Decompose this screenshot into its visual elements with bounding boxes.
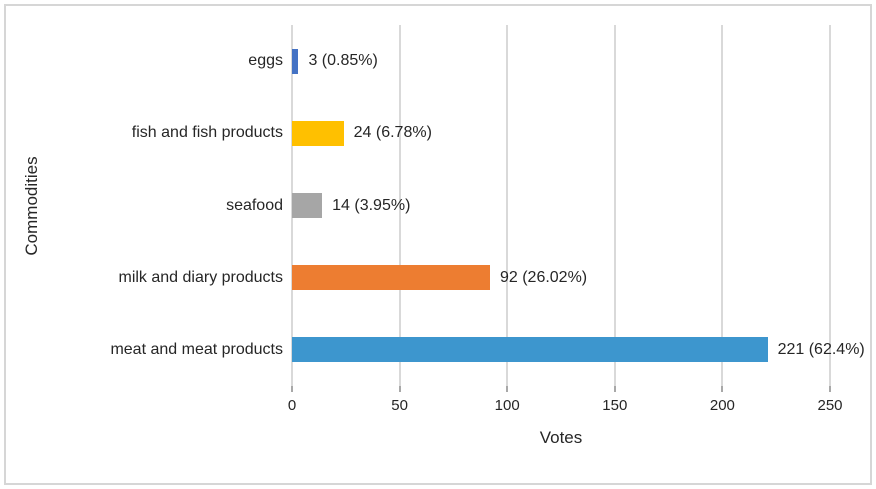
category-label-milk-and-diary-products: milk and diary products <box>118 268 283 286</box>
x-tick-label-50: 50 <box>391 397 408 414</box>
data-label-eggs: 3 (0.85%) <box>308 52 378 70</box>
x-tick-label-100: 100 <box>494 397 520 414</box>
data-label-seafood: 14 (3.95%) <box>332 196 411 214</box>
data-label-fish-and-fish-products: 24 (6.78%) <box>353 124 432 142</box>
x-tick-label-150: 150 <box>602 397 628 414</box>
tick-mark-0 <box>291 386 293 392</box>
y-axis-title: Commodities <box>22 156 41 256</box>
tick-mark-100 <box>506 386 509 392</box>
tick-mark-200 <box>721 386 724 392</box>
tick-mark-50 <box>398 386 401 392</box>
bar-fish-and-fish-products <box>292 120 344 146</box>
chart-frame <box>4 4 872 485</box>
data-label-milk-and-diary-products: 92 (26.02%) <box>499 268 588 286</box>
bar-seafood <box>292 193 323 218</box>
category-label-meat-and-meat-products: meat and meat products <box>110 340 283 358</box>
x-tick-label-250: 250 <box>817 397 843 414</box>
gridline-250 <box>829 25 831 386</box>
category-label-seafood: seafood <box>226 196 283 214</box>
category-label-eggs: eggs <box>248 52 283 70</box>
bar-milk-and-diary-products <box>292 265 490 291</box>
tick-mark-250 <box>829 386 831 392</box>
category-label-fish-and-fish-products: fish and fish products <box>131 124 283 142</box>
x-tick-label-200: 200 <box>709 397 735 414</box>
gridline-200 <box>721 25 724 386</box>
tick-mark-150 <box>613 386 616 392</box>
data-label-meat-and-meat-products: 221 (62.4%) <box>777 340 865 358</box>
x-axis-title: Votes <box>539 428 583 447</box>
gridline-100 <box>506 25 509 386</box>
bar-meat-and-meat-products <box>292 337 768 363</box>
bar-eggs <box>292 48 299 74</box>
x-tick-label-0: 0 <box>287 397 297 414</box>
gridline-50 <box>398 25 401 386</box>
gridline-150 <box>613 25 616 386</box>
